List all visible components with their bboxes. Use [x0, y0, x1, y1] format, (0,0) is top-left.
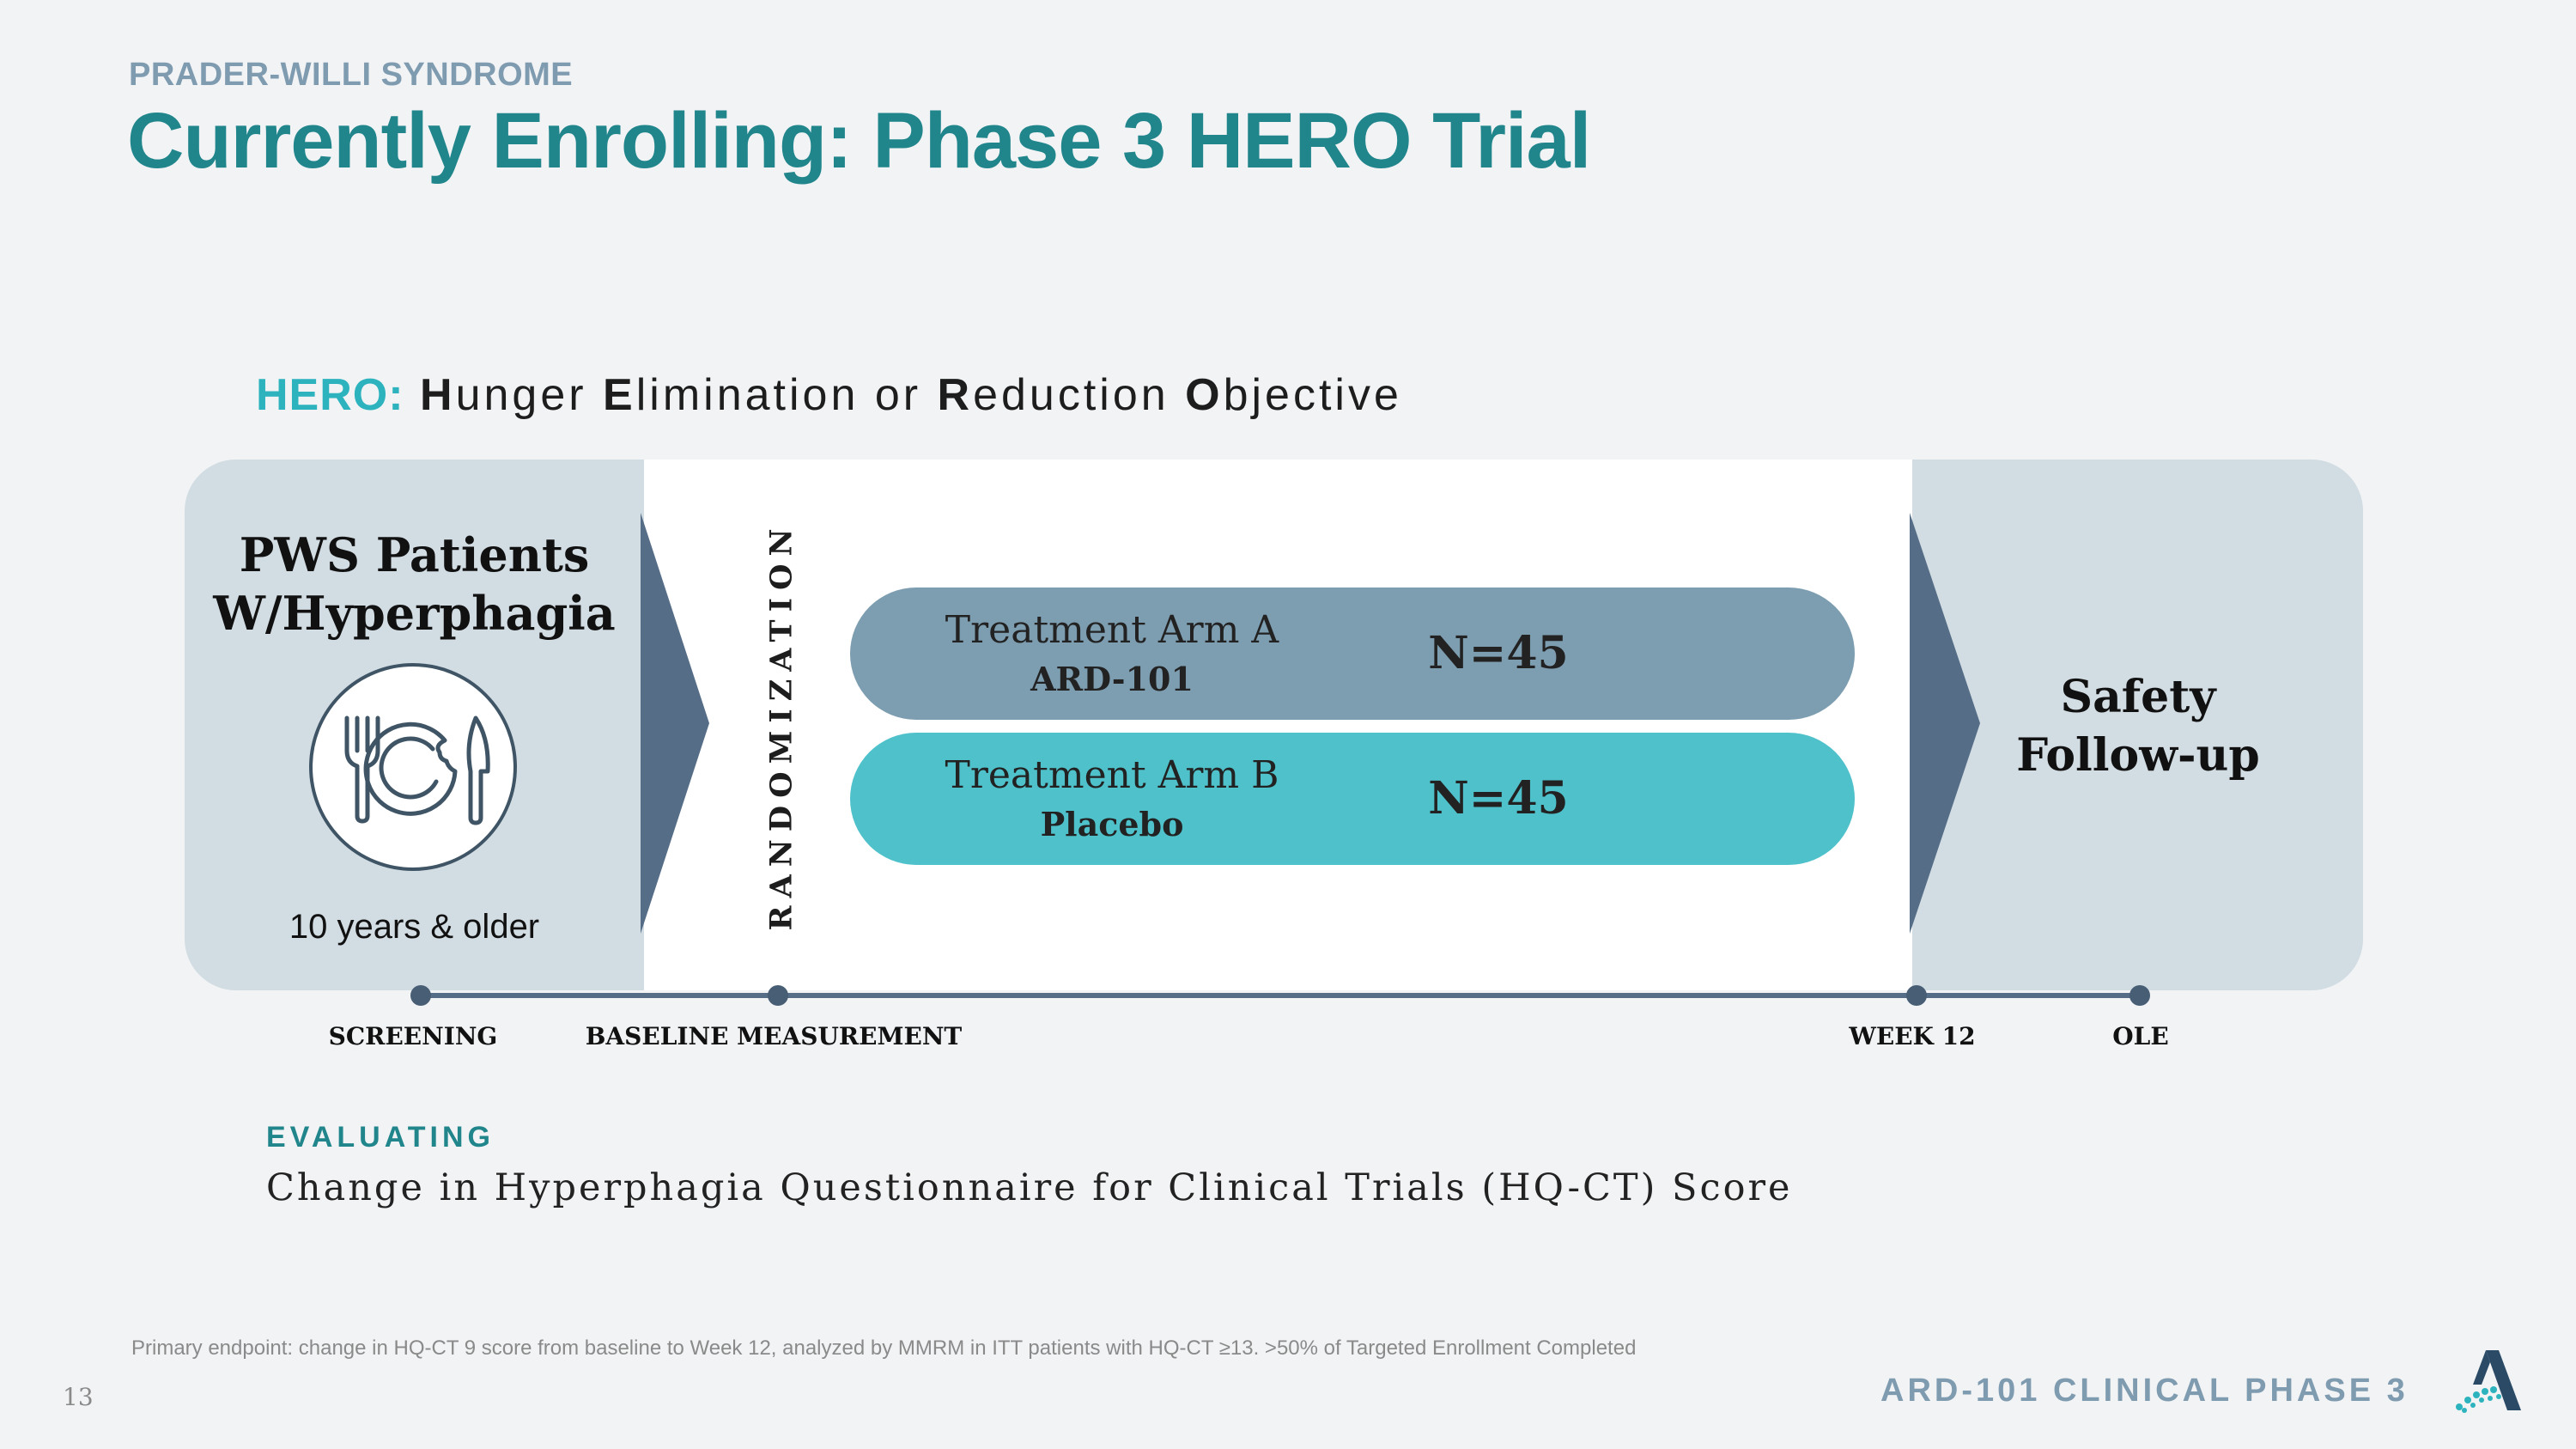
arm-a-count: N=45 — [1428, 627, 1569, 679]
flow-arrow-right — [1910, 513, 1980, 934]
treatment-arm-a — [850, 588, 1855, 720]
arm-b-count: N=45 — [1428, 772, 1569, 825]
hero-initial-o: O — [1185, 370, 1224, 420]
timeline-label-screening: SCREENING — [328, 1022, 498, 1050]
arm-a-drug: ARD-101 — [1030, 660, 1194, 698]
followup-line2: Follow-up — [2016, 729, 2260, 782]
hero-word-rest: limination or — [635, 370, 938, 420]
followup-title: Safety Follow-up — [1984, 668, 2293, 785]
page-title: Currently Enrolling: Phase 3 HERO Trial — [127, 97, 1591, 185]
hero-acronym: HERO: Hunger Elimination or Reduction Ob… — [256, 369, 1402, 421]
treatment-arm-b — [850, 733, 1855, 865]
timeline-label-baseline: BASELINE MEASUREMENT — [585, 1022, 963, 1050]
footer-label: ARD-101 CLINICAL PHASE 3 — [1880, 1373, 2409, 1409]
flow-arrow-left — [641, 513, 709, 934]
followup-line1: Safety — [2060, 671, 2216, 723]
randomization-text: RANDOMIZATION — [763, 521, 799, 931]
evaluating-heading: EVALUATING — [266, 1121, 495, 1154]
population-title-line2: W/Hyperphagia — [213, 586, 616, 641]
timeline-label-ole: OLE — [2112, 1022, 2169, 1050]
footnote: Primary endpoint: change in HQ-CT 9 scor… — [131, 1336, 1637, 1360]
section-eyebrow: PRADER-WILLI SYNDROME — [129, 57, 574, 93]
hero-word-rest: eduction — [973, 370, 1186, 420]
timeline-label-week12: WEEK 12 — [1849, 1022, 1976, 1050]
hero-initial-e: E — [603, 370, 636, 420]
page-number: 13 — [63, 1383, 94, 1411]
hero-initial-r: R — [937, 370, 974, 420]
randomization-label: RANDOMIZATION — [756, 521, 807, 931]
treatment-panel — [644, 460, 1912, 990]
evaluating-text: Change in Hyperphagia Questionnaire for … — [266, 1166, 1793, 1209]
company-logo-icon — [2456, 1350, 2521, 1413]
arm-a-name: Treatment Arm A — [945, 608, 1279, 652]
plate-fork-knife-icon — [309, 663, 517, 871]
hero-word-rest: unger — [455, 370, 604, 420]
population-title: PWS Patients W/Hyperphagia — [185, 526, 644, 642]
hero-word-rest: bjective — [1223, 370, 1402, 420]
hero-initial-h: H — [420, 370, 456, 420]
arm-b-drug: Placebo — [1040, 805, 1184, 843]
population-age: 10 years & older — [289, 908, 540, 946]
hero-tag: HERO: — [256, 370, 404, 420]
arm-b-name: Treatment Arm B — [945, 753, 1279, 797]
population-title-line1: PWS Patients — [239, 527, 590, 582]
